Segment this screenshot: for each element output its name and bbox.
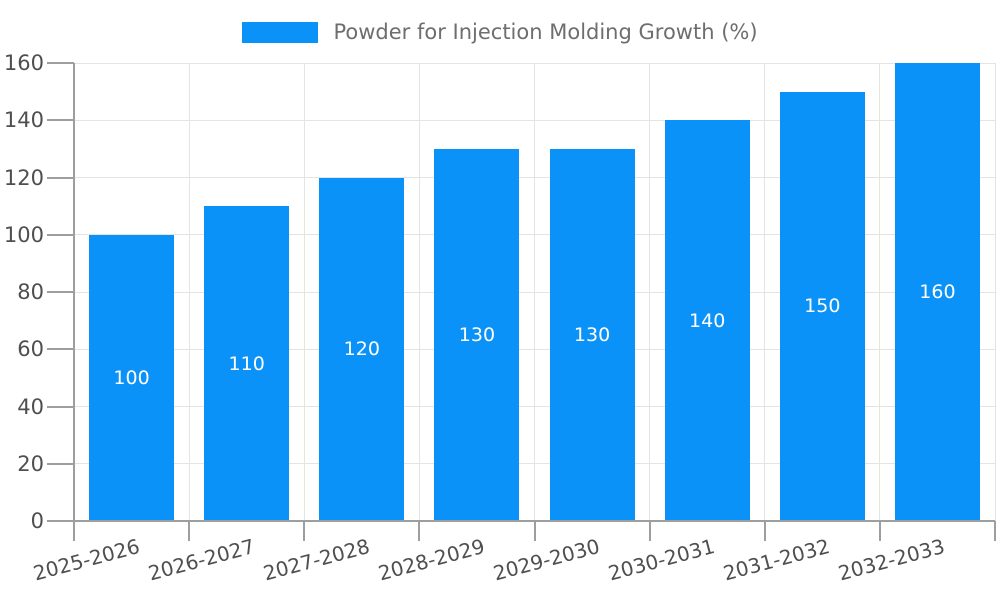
y-axis-tick-label: 80 [17,280,44,304]
x-axis-tick-label: 2031-2032 [721,534,833,586]
x-axis-tick-label: 2026-2027 [145,534,257,586]
x-tick-mark [878,521,881,541]
y-tick-mark [47,405,74,408]
y-axis-tick-label: 20 [17,451,44,476]
y-tick-mark [47,291,74,293]
bar[interactable]: 140 [664,120,750,521]
y-axis-tick-label: 40 [17,394,44,419]
y-axis-line [73,63,75,541]
x-tick-mark [533,521,536,541]
y-axis-tick-label: 60 [17,337,44,362]
bar-value-label: 160 [919,281,956,303]
y-tick-mark [47,176,74,179]
bar-value-label: 150 [804,295,841,318]
x-axis-tick-label: 2025-2026 [30,534,142,586]
y-tick-mark [47,348,74,351]
x-tick-mark [994,521,996,541]
legend-label: Powder for Injection Molding Growth (%) [333,20,758,44]
legend-swatch [242,21,319,43]
x-tick-mark [303,521,306,541]
bar[interactable]: 100 [89,234,175,521]
legend-item[interactable]: Powder for Injection Molding Growth (%) [242,20,758,44]
x-tick-mark [648,521,651,541]
x-axis-tick-label: 2032-2033 [836,534,948,586]
bar-value-label: 130 [573,323,611,346]
bar[interactable]: 130 [434,148,520,521]
y-tick-mark [47,233,74,236]
v-gridline [188,63,190,521]
v-gridline [418,63,420,521]
bar-value-label: 100 [113,366,150,389]
y-axis-tick-label: 120 [3,165,44,190]
v-gridline [764,63,766,521]
y-axis-tick-label: 0 [30,509,44,533]
v-gridline [879,63,881,521]
y-axis-tick-label: 140 [3,108,44,133]
bar[interactable]: 110 [204,206,290,521]
x-tick-mark [763,521,766,541]
bar[interactable]: 160 [894,63,980,521]
bar-value-label: 120 [343,338,380,361]
y-tick-mark [47,462,74,465]
y-axis-tick-label: 160 [3,51,44,75]
bar[interactable]: 120 [319,177,405,521]
legend: Powder for Injection Molding Growth (%) [0,20,1000,44]
x-axis-tick-label: 2028-2029 [375,534,488,586]
bar-value-label: 140 [689,309,726,332]
v-gridline [649,63,651,521]
bar-value-label: 130 [458,323,496,346]
v-gridline [534,63,535,521]
v-gridline [303,63,305,521]
v-gridline [994,63,996,521]
x-axis-tick-label: 2027-2028 [260,534,373,586]
bar[interactable]: 130 [549,148,635,521]
x-axis-line [47,520,995,522]
y-tick-mark [47,119,74,122]
x-tick-mark [188,521,191,541]
bar-value-label: 110 [228,352,265,375]
x-axis-tick-label: 2029-2030 [490,534,603,586]
y-axis-tick-label: 100 [3,222,44,247]
bar[interactable]: 150 [779,91,865,521]
y-tick-mark [47,62,74,64]
y-tick-mark [47,520,74,522]
x-tick-mark [418,521,421,541]
x-axis-tick-label: 2030-2031 [605,534,718,586]
x-tick-mark [73,521,75,541]
